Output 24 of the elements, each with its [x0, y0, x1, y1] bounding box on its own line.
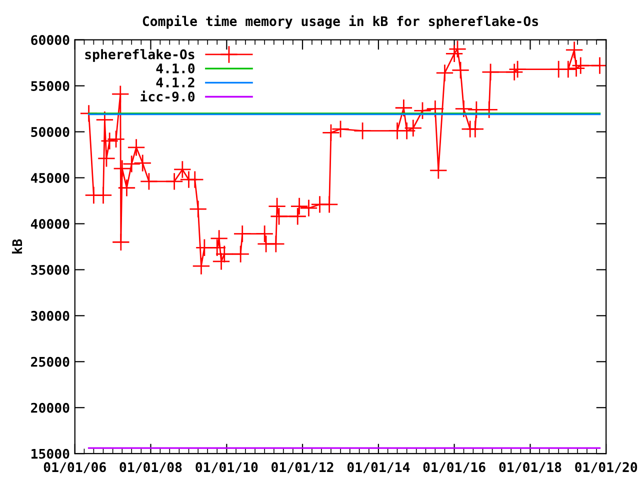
y-tick-label: 55000: [31, 81, 70, 92]
chart-title: Compile time memory usage in kB for sphereflake-Os: [142, 15, 538, 29]
x-tick-label: 01/01/20: [575, 462, 638, 474]
legend-label: icc-9.0: [140, 90, 195, 102]
y-axis-title: kB: [12, 239, 22, 254]
x-tick-label: 01/01/14: [347, 462, 410, 474]
y-tick-label: 50000: [31, 127, 70, 137]
y-tick-label: 60000: [31, 35, 70, 46]
x-tick-label: 01/01/12: [272, 462, 334, 474]
x-tick-label: 01/01/08: [120, 462, 182, 474]
y-tick-label: 30000: [31, 310, 70, 321]
legend-label: sphereflake-Os: [85, 49, 194, 62]
x-tick-label: 01/01/16: [423, 462, 486, 474]
y-tick-label: 45000: [30, 172, 70, 183]
y-tick-label: 25000: [31, 356, 70, 367]
y-tick-label: 40000: [30, 218, 70, 229]
legend-label: 4.1.2: [156, 77, 194, 88]
y-tick-label: 15000: [32, 448, 70, 459]
x-tick-label: 01/01/10: [196, 462, 258, 474]
legend-label: 4.1.0: [156, 63, 195, 74]
y-tick-label: 35000: [31, 264, 70, 275]
x-tick-label: 01/01/18: [499, 462, 562, 474]
x-tick-label: 01/01/06: [44, 462, 106, 474]
y-tick-label: 20000: [31, 402, 70, 413]
